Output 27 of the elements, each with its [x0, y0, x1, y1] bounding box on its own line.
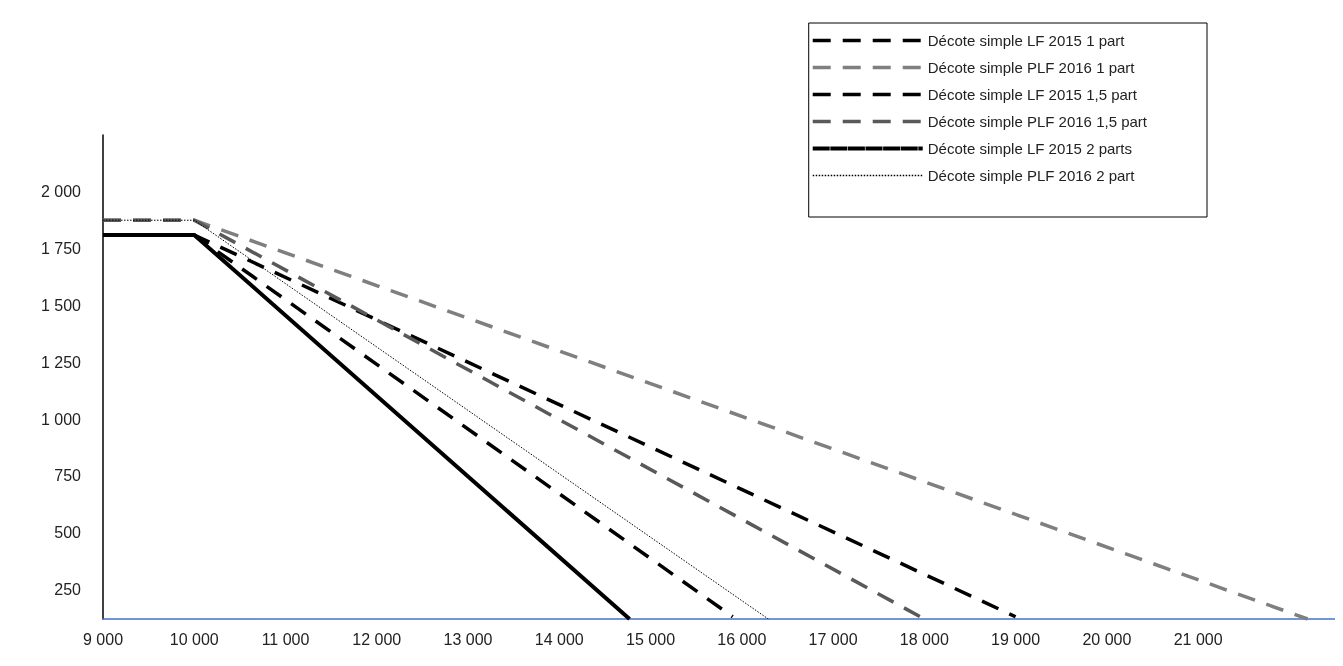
y-tick-label: 750: [54, 467, 82, 485]
legend-label: Décote simple PLF 2016 1,5 part: [927, 113, 1148, 130]
y-tick-label: 2 000: [40, 183, 82, 201]
y-tick-label: 1 000: [40, 410, 82, 428]
x-tick-label: 9 000: [82, 630, 124, 648]
legend-label: Décote simple LF 2015 1 part: [927, 32, 1126, 49]
y-tick-label: 250: [54, 580, 82, 598]
x-tick-label: 18 000: [899, 630, 949, 648]
legend-label: Décote simple LF 2015 1,5 part: [927, 86, 1138, 103]
x-tick-label: 12 000: [352, 630, 402, 648]
x-tick-label: 13 000: [443, 630, 493, 648]
y-tick-label: 1 750: [40, 240, 82, 258]
x-tick-label: 20 000: [1082, 630, 1132, 648]
x-tick-label: 11 000: [261, 630, 310, 648]
legend-label: Décote simple LF 2015 2 parts: [927, 140, 1132, 157]
y-tick-label: 1 500: [40, 296, 82, 314]
x-tick-label: 14 000: [534, 630, 584, 648]
x-tick-label: 16 000: [717, 630, 767, 648]
x-tick-label: 21 000: [1173, 630, 1223, 648]
legend-label: Décote simple PLF 2016 1 part: [927, 59, 1136, 76]
x-tick-label: 10 000: [169, 630, 219, 648]
y-tick-label: 1 250: [40, 353, 82, 371]
legend-label: Décote simple PLF 2016 2 part: [927, 167, 1136, 184]
x-tick-label: 15 000: [626, 630, 676, 648]
x-tick-label: 17 000: [808, 630, 858, 648]
x-tick-label: 19 000: [991, 630, 1041, 648]
y-tick-label: 500: [54, 524, 82, 542]
